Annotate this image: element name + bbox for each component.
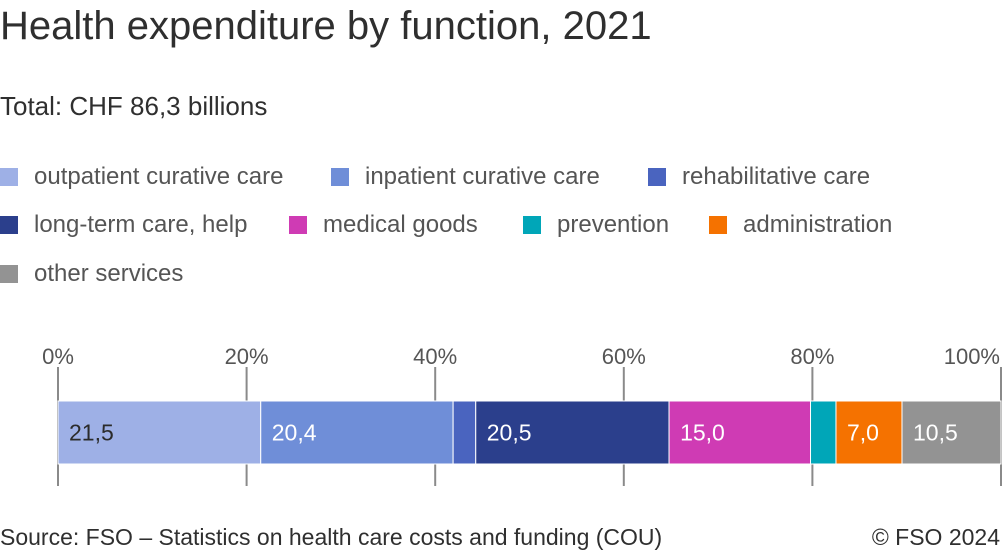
legend-item-administration[interactable]: administration (709, 208, 892, 242)
x-tick-label: 0% (42, 344, 74, 369)
x-tick-label: 100% (944, 344, 1000, 369)
legend-item-outpatient[interactable]: outpatient curative care (0, 160, 283, 194)
copyright: © FSO 2024 (871, 524, 1000, 550)
legend-swatch (331, 168, 349, 186)
legend-label: long-term care, help (34, 211, 248, 238)
legend-item-other-services[interactable]: other services (0, 257, 183, 291)
bar-segment (901, 400, 1002, 465)
bar-segment (810, 400, 837, 465)
chart-subtitle: Total: CHF 86,3 billions (0, 91, 268, 121)
legend-item-long-term[interactable]: long-term care, help (0, 208, 247, 242)
legend-swatch (709, 216, 727, 234)
bar-segment (668, 400, 812, 465)
legend-swatch (0, 168, 18, 186)
legend-label: inpatient curative care (365, 163, 600, 190)
data-label: 7,0 (847, 420, 879, 446)
legend-label: medical goods (323, 211, 478, 238)
data-label: 20,4 (272, 420, 317, 446)
x-tick-label: 80% (790, 344, 834, 369)
x-tick-label: 40% (413, 344, 457, 369)
legend-item-inpatient[interactable]: inpatient curative care (331, 160, 600, 194)
legend-swatch (0, 216, 18, 234)
x-tick-label: 20% (225, 344, 269, 369)
x-tick-label: 60% (602, 344, 646, 369)
bar-segment (260, 400, 454, 465)
legend-swatch (523, 216, 541, 234)
data-label: 20,5 (487, 420, 532, 446)
legend-label: other services (34, 260, 184, 287)
legend-item-rehabilitative[interactable]: rehabilitative care (648, 160, 870, 194)
bar-segment (475, 400, 670, 465)
legend-swatch (289, 216, 307, 234)
chart-title: Health expenditure by function, 2021 (0, 4, 652, 48)
legend-label: administration (743, 211, 893, 238)
data-label: 10,5 (913, 420, 958, 446)
source-note: Source: FSO – Statistics on health care … (0, 524, 663, 550)
legend-label: rehabilitative care (682, 163, 871, 190)
legend-label: prevention (557, 211, 670, 238)
stacked-bar-chart: 0% 20% 40% 60% 80% 100% 21,5 20,4 20,5 15,0 7,0 10,… (42, 344, 1002, 486)
legend-label: outpatient curative care (34, 163, 284, 190)
bar-segment (452, 400, 477, 465)
data-label: 21,5 (69, 420, 114, 446)
legend-swatch (648, 168, 666, 186)
legend-item-medical-goods[interactable]: medical goods (289, 208, 478, 242)
data-label: 15,0 (680, 420, 725, 446)
legend-swatch (0, 265, 18, 283)
legend-item-prevention[interactable]: prevention (523, 208, 669, 242)
